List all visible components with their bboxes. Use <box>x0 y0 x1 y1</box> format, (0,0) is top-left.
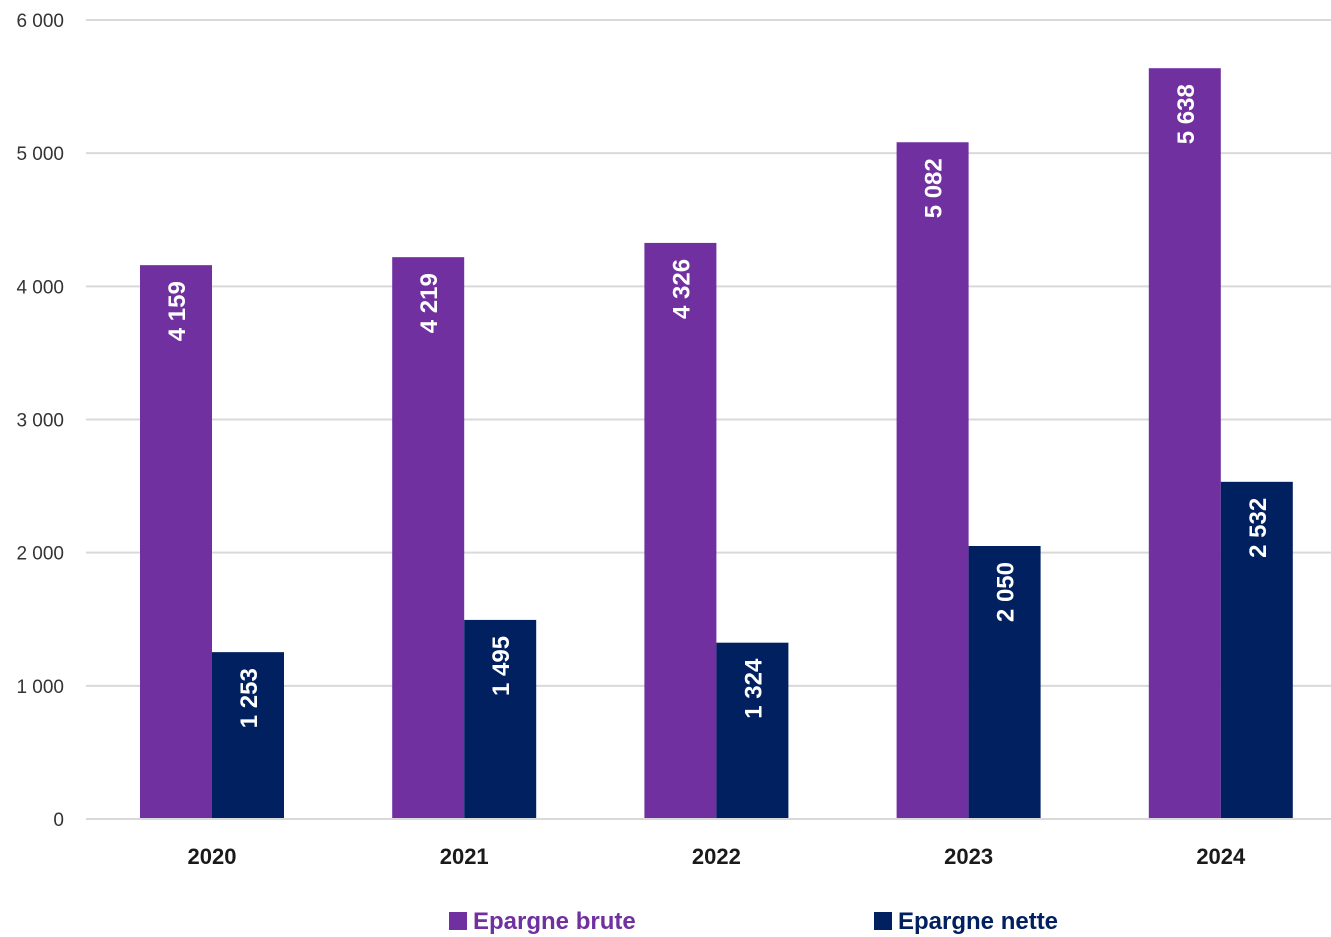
legend: Epargne brute Epargne nette <box>449 908 1058 935</box>
y-tick-label: 5 000 <box>16 144 64 165</box>
y-axis-tick-labels: 0 1 000 2 000 3 000 4 000 5 000 6 000 <box>16 11 64 831</box>
x-category-label: 2022 <box>692 844 741 869</box>
y-tick-label: 2 000 <box>16 544 64 565</box>
x-axis-category-labels: 2020 2021 2022 2023 2024 <box>188 844 1247 869</box>
data-label: 5 638 <box>1173 84 1200 144</box>
bar-epargne-nette-2021 <box>464 619 537 819</box>
bar-epargne-brute-2020 <box>140 265 212 820</box>
bar-epargne-brute-2023 <box>896 142 969 819</box>
data-label: 1 324 <box>740 658 767 719</box>
legend-label-epargne-nette: Epargne nette <box>898 908 1058 935</box>
y-tick-label: 4 000 <box>16 277 64 298</box>
data-label: 2 532 <box>1245 498 1272 558</box>
bar-epargne-nette-2020 <box>212 652 284 819</box>
data-label: 4 326 <box>668 259 695 319</box>
data-label: 5 082 <box>921 158 948 218</box>
data-label: 2 050 <box>993 562 1020 622</box>
y-tick-label: 1 000 <box>16 677 64 698</box>
data-label: 1 253 <box>236 668 263 728</box>
x-category-label: 2023 <box>944 844 993 869</box>
y-tick-label: 3 000 <box>16 411 64 432</box>
x-category-label: 2021 <box>440 844 489 869</box>
data-label: 1 495 <box>488 636 515 696</box>
data-labels: 4 159 1 253 4 219 1 495 4 326 1 324 5 082 2 050… <box>164 84 1272 728</box>
y-tick-label: 0 <box>53 810 64 831</box>
legend-swatch-epargne-nette <box>874 912 892 930</box>
bar-epargne-nette-2023 <box>968 546 1041 819</box>
bar-epargne-brute-2024 <box>1148 68 1221 819</box>
bar-epargne-nette-2022 <box>716 642 789 819</box>
bar-epargne-nette-2024 <box>1220 481 1293 819</box>
bar-epargne-brute-2021 <box>392 257 465 820</box>
data-label: 4 219 <box>416 273 443 333</box>
bar-epargne-brute-2022 <box>644 242 717 819</box>
bars <box>140 68 1293 820</box>
data-label: 4 159 <box>164 281 191 341</box>
y-tick-label: 6 000 <box>16 11 64 32</box>
x-category-label: 2024 <box>1196 844 1246 869</box>
legend-swatch-epargne-brute <box>449 912 467 930</box>
legend-label-epargne-brute: Epargne brute <box>473 908 636 935</box>
x-category-label: 2020 <box>188 844 237 869</box>
